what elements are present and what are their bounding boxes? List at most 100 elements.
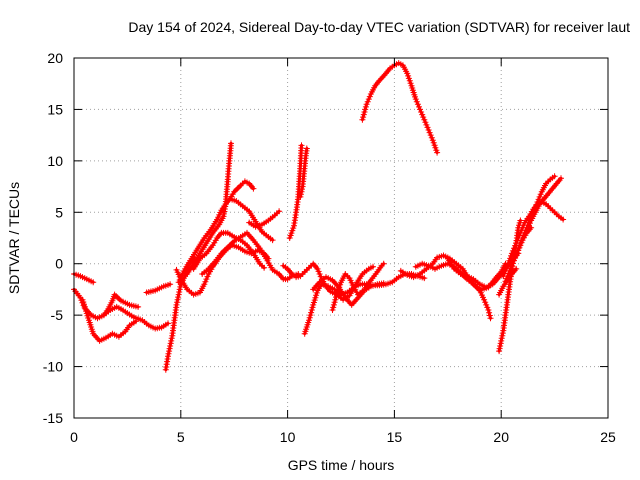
series-trace xyxy=(360,61,439,155)
data-point-marker xyxy=(482,299,489,306)
data-point-marker xyxy=(167,343,174,349)
data-point-marker xyxy=(269,237,276,244)
data-series-s1 xyxy=(71,271,97,286)
data-point-marker xyxy=(484,304,491,311)
data-point-marker xyxy=(414,101,421,108)
x-tick-label: 15 xyxy=(387,429,403,445)
data-point-marker xyxy=(228,140,234,147)
data-point-marker xyxy=(413,98,420,105)
data-point-marker xyxy=(332,296,339,303)
data-point-marker xyxy=(316,271,323,277)
data-point-marker xyxy=(424,124,431,131)
data-point-marker xyxy=(364,98,371,105)
data-point-marker xyxy=(558,175,564,182)
data-series-s29 xyxy=(496,265,520,298)
data-point-marker xyxy=(509,260,516,267)
data-series-s19 xyxy=(329,260,387,313)
data-point-marker xyxy=(298,142,305,149)
data-point-marker xyxy=(529,211,536,218)
data-point-marker xyxy=(380,260,387,267)
data-point-marker xyxy=(308,309,315,316)
data-point-marker xyxy=(498,335,505,342)
data-point-marker xyxy=(534,199,541,205)
data-point-marker xyxy=(533,201,540,208)
data-point-marker xyxy=(516,244,523,251)
data-point-marker xyxy=(420,114,427,121)
data-point-marker xyxy=(526,219,532,226)
data-series-s9 xyxy=(184,140,234,277)
data-point-marker xyxy=(428,134,435,141)
x-tick-label: 5 xyxy=(177,429,185,445)
data-point-marker xyxy=(261,264,268,271)
x-tick-label: 10 xyxy=(280,429,296,445)
data-series-s20 xyxy=(359,60,441,156)
y-axis-label: SDTVAR / TECUs xyxy=(6,182,22,294)
data-point-marker xyxy=(329,307,336,313)
data-point-marker xyxy=(497,343,504,349)
data-point-marker xyxy=(330,301,337,308)
data-point-marker xyxy=(202,278,209,285)
data-point-marker xyxy=(513,252,520,259)
data-point-marker xyxy=(481,296,488,303)
data-point-marker xyxy=(531,206,538,213)
data-point-marker xyxy=(250,185,257,192)
data-point-marker xyxy=(528,224,535,231)
data-point-marker xyxy=(512,255,519,262)
data-point-marker xyxy=(306,314,313,321)
data-point-marker xyxy=(331,299,338,306)
data-point-marker xyxy=(363,101,370,108)
x-axis-label: GPS time / hours xyxy=(288,457,395,473)
data-series-s16 xyxy=(297,145,310,200)
data-point-marker xyxy=(370,263,376,270)
data-point-marker xyxy=(527,217,533,223)
data-point-marker xyxy=(421,275,428,282)
data-point-marker xyxy=(486,309,493,316)
x-tick-label: 0 xyxy=(70,429,78,445)
x-tick-label: 20 xyxy=(493,429,509,445)
data-point-marker xyxy=(360,111,367,118)
data-point-marker xyxy=(427,132,434,139)
data-point-marker xyxy=(514,249,521,256)
data-point-marker xyxy=(508,262,515,269)
data-point-marker xyxy=(366,93,373,100)
data-point-marker xyxy=(204,273,211,280)
data-point-marker xyxy=(412,96,419,103)
y-tick-label: 10 xyxy=(47,153,63,169)
axis-layer: -15 -10 -5 0 5 10 15 20 0 5 10 15 20 25 xyxy=(43,50,616,445)
series-trace xyxy=(247,209,281,229)
data-point-marker xyxy=(90,279,97,286)
data-point-marker xyxy=(560,216,567,223)
data-point-marker xyxy=(276,208,283,215)
data-point-marker xyxy=(201,281,208,288)
data-point-marker xyxy=(167,281,174,288)
data-point-marker xyxy=(421,116,428,123)
data-series-s6 xyxy=(162,255,197,373)
data-point-marker xyxy=(486,312,493,319)
data-point-marker xyxy=(536,193,543,200)
data-point-marker xyxy=(135,303,142,310)
data-point-marker xyxy=(418,109,425,115)
data-series-s28 xyxy=(502,224,535,285)
data-point-marker xyxy=(434,149,441,156)
data-point-marker xyxy=(165,320,171,327)
data-point-marker xyxy=(297,191,304,198)
data-point-marker xyxy=(303,145,310,152)
data-point-marker xyxy=(422,119,429,126)
y-tick-label: -15 xyxy=(43,410,63,426)
data-point-marker xyxy=(425,127,432,133)
y-tick-label: 0 xyxy=(55,256,63,272)
data-point-marker xyxy=(537,191,544,198)
y-tick-label: -5 xyxy=(51,307,64,323)
data-series-s4 xyxy=(100,291,142,319)
grid-layer xyxy=(74,58,608,418)
data-series-s21 xyxy=(397,252,509,293)
data-series-s11 xyxy=(190,229,268,272)
data-point-marker xyxy=(551,173,558,180)
data-point-marker xyxy=(361,109,368,115)
data-series-s10 xyxy=(226,178,257,202)
data-point-marker xyxy=(173,301,180,308)
data-point-marker xyxy=(132,318,139,325)
data-point-marker xyxy=(165,350,172,357)
